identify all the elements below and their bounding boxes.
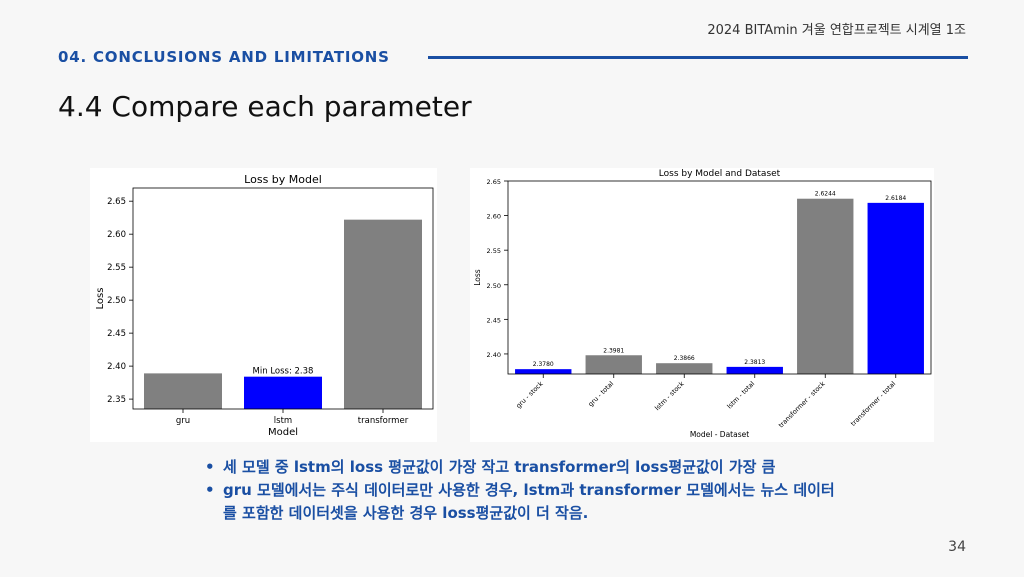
- y-tick-label: 2.40: [487, 351, 501, 359]
- x-tick-label: gru: [176, 416, 190, 426]
- plot-frame: [507, 180, 932, 375]
- bar: [797, 198, 854, 374]
- bar: [726, 366, 783, 374]
- section-heading: 04. CONCLUSIONS AND LIMITATIONS: [58, 48, 390, 66]
- chart-loss-by-model-dataset-svg: Loss by Model and Dataset 2.40 2.45 2.50 2.5…: [473, 169, 932, 439]
- x-tick-label: transformer: [358, 416, 409, 426]
- page-title: 4.4 Compare each parameter: [58, 90, 472, 123]
- bar-value-label: 2.3780: [533, 361, 554, 368]
- y-axis-label: Loss: [473, 269, 482, 286]
- header-note: 2024 BITAmin 겨울 연합프로젝트 시계열 1조: [707, 23, 966, 38]
- y-tick-label: 2.65: [107, 197, 126, 207]
- chart-loss-by-model-dataset: Loss by Model and Dataset 2.40 2.45 2.50 2.5…: [470, 168, 934, 442]
- y-tick-label: 2.60: [487, 213, 501, 221]
- min-loss-annotation: Min Loss: 2.38: [253, 367, 314, 377]
- plot-frame: [132, 187, 434, 410]
- bar-value-label: 2.3813: [744, 359, 765, 366]
- y-axis-label: Loss: [95, 288, 106, 310]
- y-tick-label: 2.45: [487, 316, 501, 324]
- x-tick-label: transformer - total: [849, 380, 897, 428]
- bullet-item: 세 모델 중 lstm의 loss 평균값이 가장 작고 transformer…: [205, 456, 845, 479]
- bar: [344, 219, 422, 409]
- bar: [515, 369, 572, 374]
- bar-value-label: 2.3866: [674, 355, 695, 362]
- section-rule: [428, 56, 968, 59]
- bar: [144, 373, 222, 409]
- y-tick-label: 2.55: [487, 247, 501, 255]
- bar-value-label: 2.6244: [815, 191, 836, 198]
- x-tick-label: gru - stock: [515, 380, 545, 410]
- y-tick-label: 2.50: [487, 282, 501, 290]
- bar-value-label: 2.6184: [885, 195, 906, 202]
- x-axis-label: Model: [268, 427, 298, 438]
- x-tick-label: gru - total: [587, 380, 616, 409]
- y-tick-label: 2.40: [107, 362, 126, 372]
- conclusion-bullets: 세 모델 중 lstm의 loss 평균값이 가장 작고 transformer…: [205, 456, 845, 525]
- chart-title: Loss by Model and Dataset: [659, 169, 781, 179]
- chart-loss-by-model-svg: Loss by Model 2.35 2.40 2.45 2.50 2.55 2.60 2.6…: [95, 173, 434, 438]
- chart-loss-by-model: Loss by Model 2.35 2.40 2.45 2.50 2.55 2.60 2.6…: [90, 168, 437, 442]
- bar: [244, 376, 322, 409]
- x-tick-label: lstm - total: [725, 380, 756, 411]
- bar: [867, 202, 924, 374]
- y-tick-label: 2.45: [107, 329, 126, 339]
- bullet-item: gru 모델에서는 주식 데이터로만 사용한 경우, lstm과 transfo…: [205, 479, 845, 525]
- y-tick-label: 2.50: [107, 296, 126, 306]
- x-tick-label: transformer - stock: [777, 380, 827, 430]
- bar-value-label: 2.3981: [603, 347, 624, 354]
- chart-title: Loss by Model: [244, 173, 322, 186]
- page-number: 34: [948, 539, 966, 555]
- bar: [585, 355, 642, 374]
- bar: [656, 363, 713, 374]
- y-tick-label: 2.55: [107, 263, 126, 273]
- x-tick-label: lstm: [274, 416, 292, 426]
- x-tick-label: lstm - stock: [653, 380, 686, 413]
- y-tick-label: 2.60: [107, 230, 126, 240]
- y-tick-label: 2.35: [107, 395, 126, 405]
- x-axis-label: Model - Dataset: [690, 430, 749, 439]
- y-tick-label: 2.65: [487, 178, 501, 186]
